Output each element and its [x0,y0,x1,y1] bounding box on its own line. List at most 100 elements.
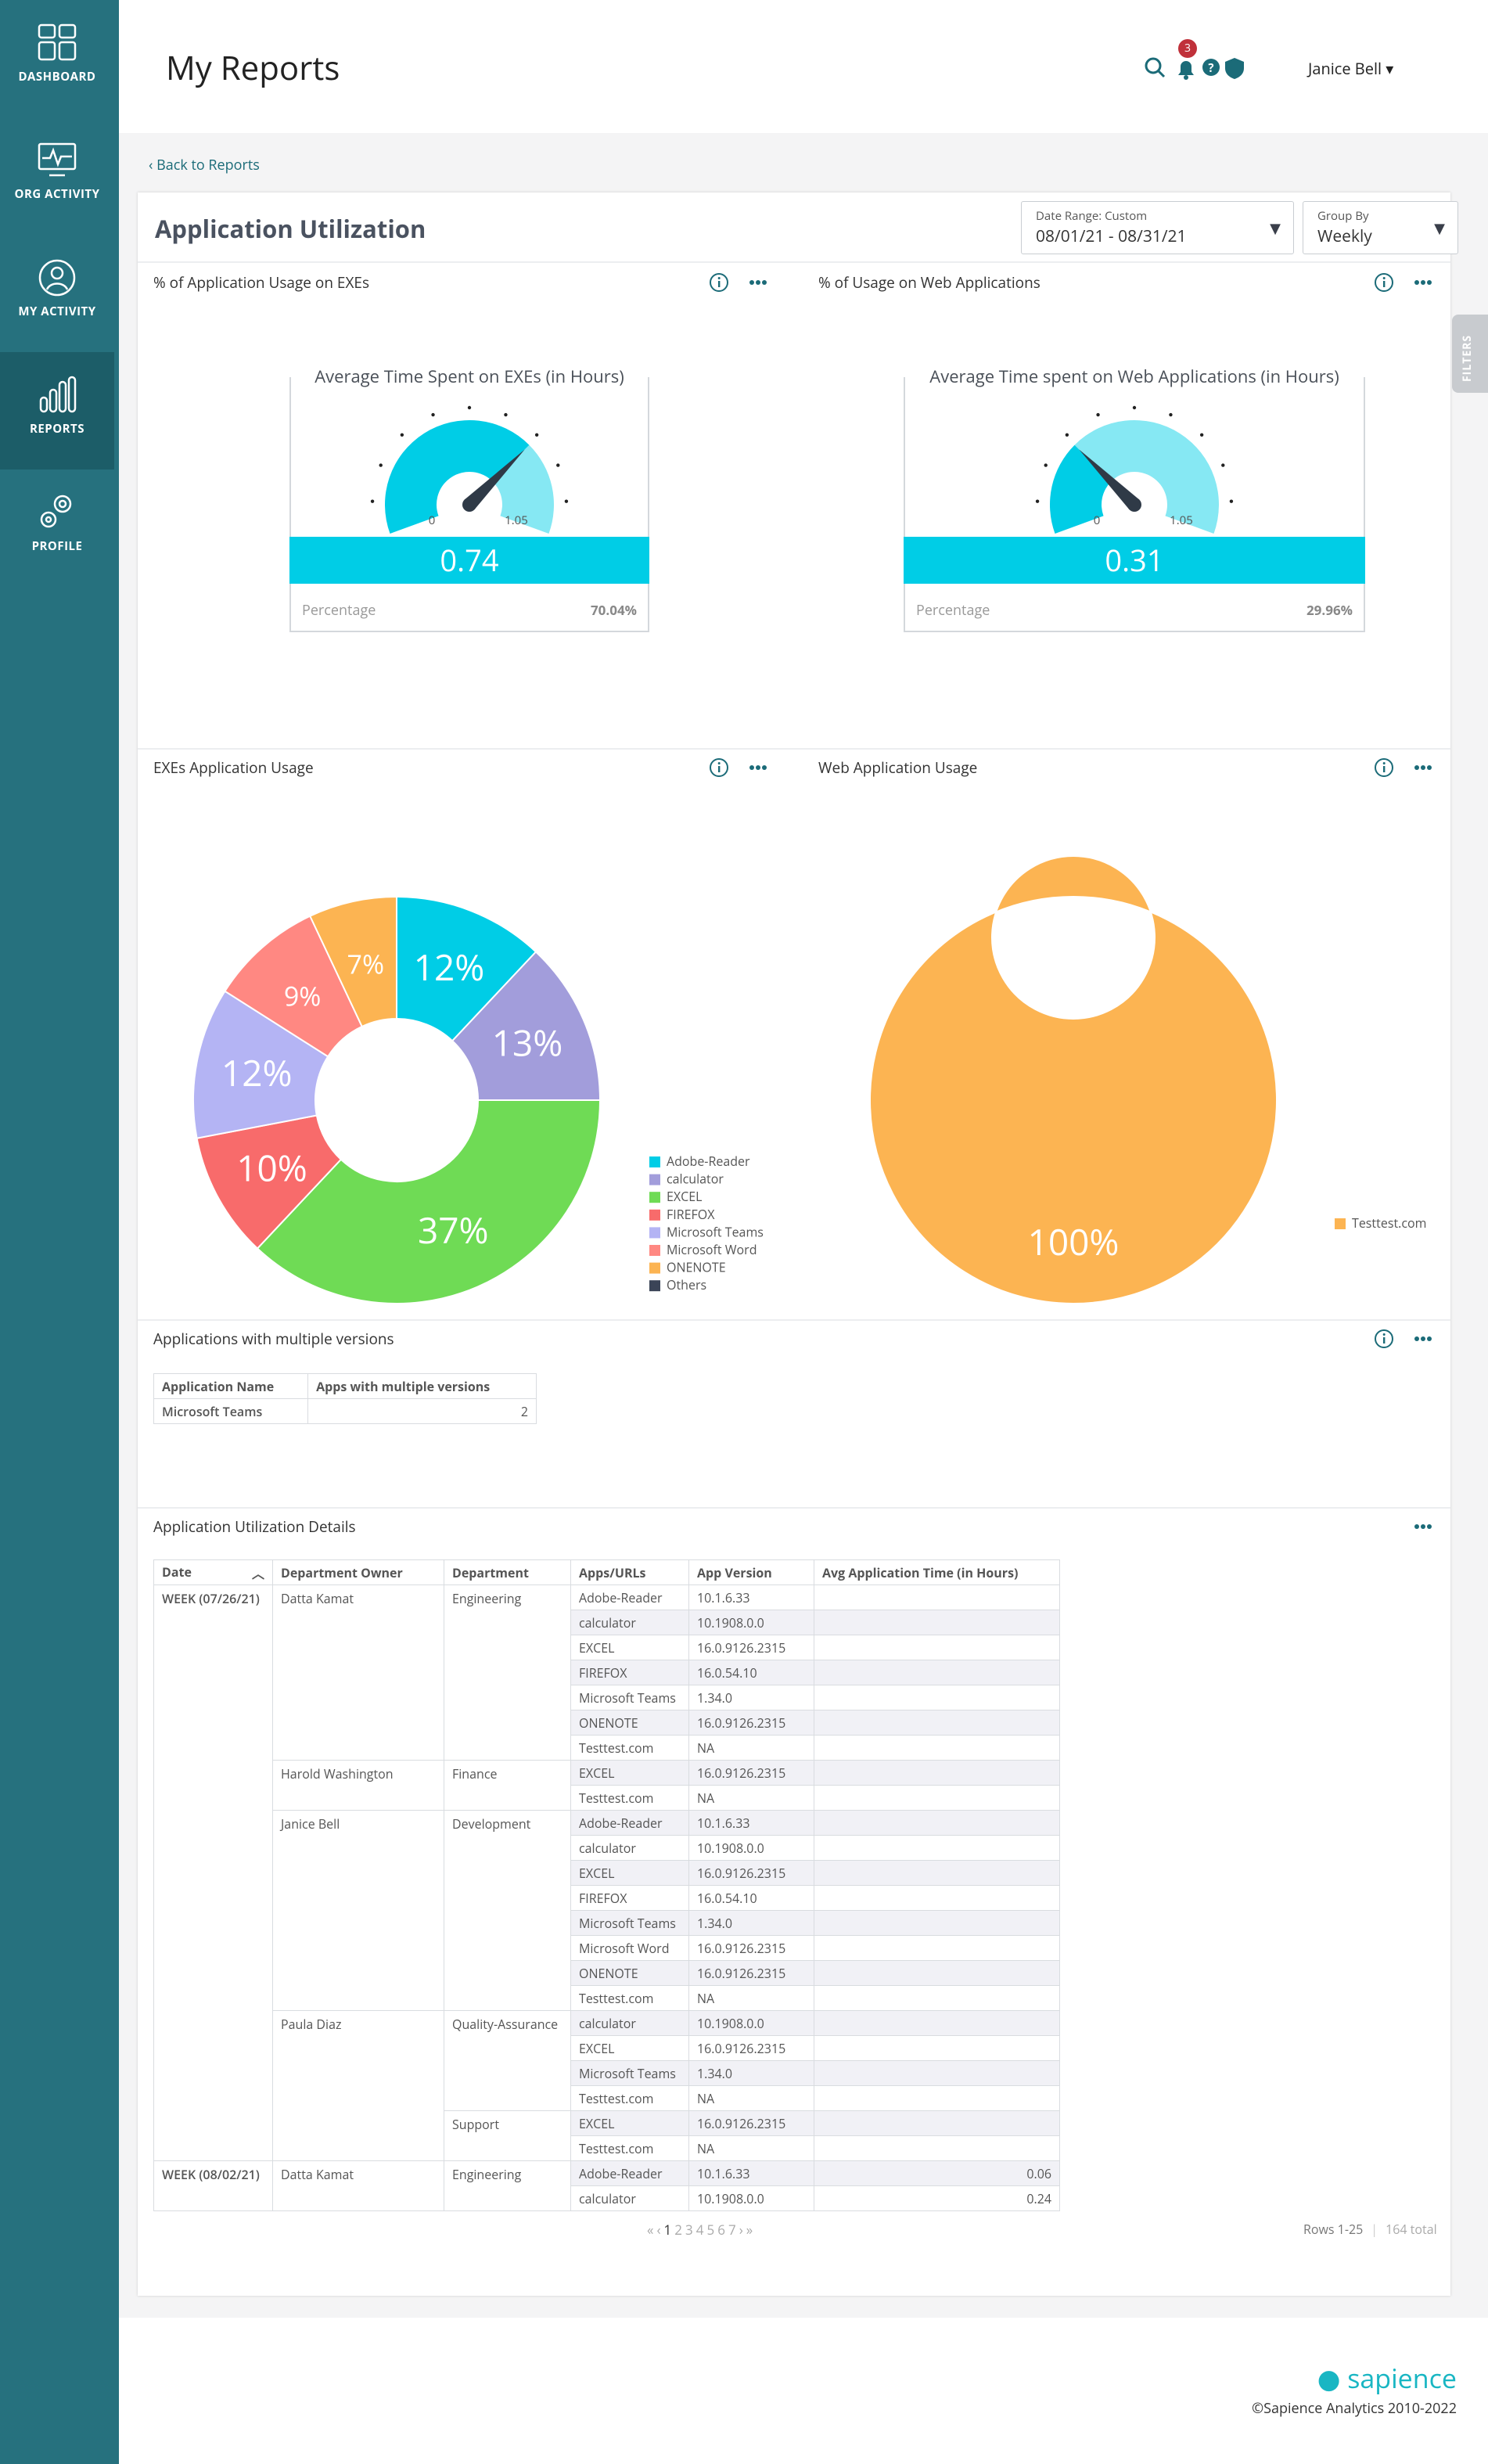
sort-icon[interactable]: ︿ [251,1564,264,1582]
row: Janice Bell Development Adobe-Reader 10.1.6… [154,1810,1060,2011]
more-icon[interactable] [1413,272,1433,293]
gauge-tick [1221,463,1225,467]
copyright: ©Sapience Analytics 2010-2022 [1252,2399,1457,2418]
nav-item[interactable]: PROFILE [0,469,114,587]
avg-time-cell [814,1810,1060,1836]
gauge-tick [504,412,508,417]
app-cell: Adobe-Reader [570,1585,689,1610]
gauge-dial: 0 1.05 [1035,405,1234,534]
nav-icon [40,495,72,528]
gauge-tick [556,463,560,467]
page-number[interactable]: 4 [695,2221,706,2239]
info-icon[interactable] [1374,1329,1394,1349]
gauge: Average Time spent on Web Applications (… [904,365,1365,632]
page-number[interactable]: 6 [717,2221,727,2239]
page-number[interactable]: 5 [706,2221,717,2239]
gauge-track [1074,420,1219,534]
version-cell: NA [688,2085,814,2111]
slice-label: 12% [414,943,485,991]
page-number[interactable]: 2 [674,2221,685,2239]
avg-time-cell [814,1910,1060,1936]
avg-time-cell: 0.24 [814,2185,1060,2211]
back-link[interactable]: ‹ Back to Reports [149,156,260,174]
rows-total: 164 total [1386,2221,1437,2238]
gauge-tick [379,463,383,467]
page-next[interactable]: › [739,2221,745,2239]
legend-label: FIREFOX [667,1206,715,1223]
avg-time-cell [814,1635,1060,1660]
dropdown-value: Weekly [1317,225,1372,247]
page-first[interactable]: « [647,2221,656,2239]
version-cell: 10.1.6.33 [688,1585,814,1610]
more-icon[interactable] [1413,1516,1433,1537]
version-cell: 10.1.6.33 [688,1810,814,1836]
nav-label: PROFILE [31,538,83,554]
department-cell: Finance [444,1760,571,1811]
avg-time-cell [814,1985,1060,2011]
legend-label: ONENOTE [667,1259,726,1276]
nav-item[interactable]: ORG ACTIVITY [0,117,114,235]
column-header: Apps with multiple versions [307,1373,537,1399]
page-prev[interactable]: ‹ [656,2221,663,2239]
info-icon[interactable] [1374,272,1394,293]
nav-item[interactable]: MY ACTIVITY [0,235,114,352]
group-by-dropdown[interactable]: Group By Weekly ▼ [1303,201,1458,254]
app-cell: calculator [570,2185,689,2211]
slice-label: 37% [418,1206,489,1254]
nav-icon [38,142,77,177]
app-cell: calculator [570,2010,689,2036]
row: Harold Washington Finance EXCEL 16.0.9126.2… [154,1760,1060,1811]
gauge-tick [400,433,404,437]
version-cell: NA [688,2135,814,2161]
nav-label: DASHBOARD [18,69,96,85]
gauge-title-text: Average Time spent on Web Applications (… [920,365,1349,388]
date-range-dropdown[interactable]: Date Range: Custom 08/01/21 - 08/31/21 ▼ [1021,201,1294,254]
more-icon[interactable] [748,272,768,293]
more-icon[interactable] [1413,757,1433,778]
gauge-hub [462,498,476,512]
nav-item[interactable]: DASHBOARD [0,0,114,117]
info-icon[interactable] [1374,757,1394,778]
user-menu[interactable]: Janice Bell ▾ [1308,58,1394,79]
footer: ● sapience ©Sapience Analytics 2010-2022 [119,2318,1488,2464]
pagination: «‹ 1 2 3 4 5 6 7 ›» [646,2221,755,2239]
page-last[interactable]: » [746,2221,755,2239]
app-cell: Adobe-Reader [570,1810,689,1836]
department-cell: Development [444,1810,571,2011]
legend-swatch [649,1245,660,1256]
gauge-title: Average Time spent on Web Applications (… [905,365,1364,388]
page-title: My Reports [166,45,340,90]
gauge-max: 1.05 [505,513,528,528]
filters-tab[interactable]: FILTERS [1452,315,1488,393]
app-cell: EXCEL [570,2110,689,2136]
info-icon[interactable] [709,272,729,293]
legend-label: EXCEL [667,1188,702,1205]
avg-time-cell [814,1735,1060,1761]
legend-swatch [649,1227,660,1239]
legend-label: Testtest.com [1352,1214,1426,1232]
gauge-title-text: Average Time Spent on EXEs (in Hours) [305,365,634,388]
owner-cell: Harold Washington [272,1760,444,1811]
pie-slice [869,855,1278,1304]
nav-label: ORG ACTIVITY [14,186,100,202]
percentage-label: Percentage [916,601,990,620]
nav-item[interactable]: REPORTS [0,352,114,469]
app-cell: EXCEL [570,1760,689,1786]
page-number[interactable]: 7 [728,2221,738,2239]
divider [138,1319,1450,1321]
filters-label: FILTERS [1460,334,1475,382]
column-header: Apps/URLs [570,1559,689,1585]
percentage-value: 29.96% [1306,601,1353,619]
version-cell: 16.0.9126.2315 [688,2110,814,2136]
version-cell: NA [688,1985,814,2011]
more-icon[interactable] [748,757,768,778]
page-number[interactable]: 3 [685,2221,695,2239]
version-cell: 16.0.9126.2315 [688,1710,814,1736]
info-icon[interactable] [709,757,729,778]
owner-cell: Datta Kamat [272,2160,444,2211]
more-icon[interactable] [1413,1329,1433,1349]
pie-slice [192,990,329,1139]
page-number[interactable]: 1 [663,2221,674,2239]
notification-badge[interactable]: 3 [1178,39,1197,58]
slice-label: 12% [221,1049,293,1097]
